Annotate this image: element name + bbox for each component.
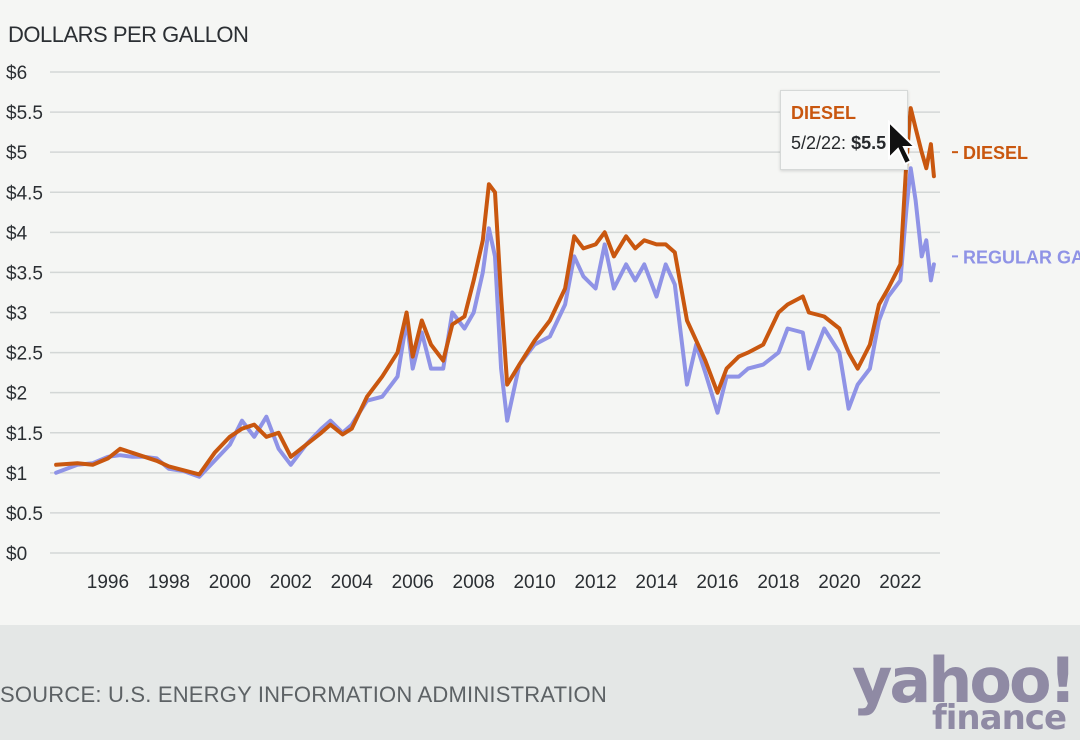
- x-tick-label: 2016: [696, 572, 738, 593]
- x-tick-label: 2006: [392, 572, 434, 593]
- y-tick-label: $5: [6, 143, 27, 164]
- x-tick-label: 2020: [818, 572, 860, 593]
- x-tick-label: 2022: [879, 572, 921, 593]
- logo-wordmark: yahoo!: [852, 644, 1077, 717]
- tooltip-date-line: 5/2/22: $5.5: [791, 133, 886, 154]
- x-tick-label: 2008: [453, 572, 495, 593]
- x-tick-label: 2018: [757, 572, 799, 593]
- chart-footer: [0, 625, 1080, 740]
- chart: DOLLARS PER GALLON $6 $5.5 $5 $4.5 $4 $3.5 $3 $…: [6, 22, 1080, 593]
- line-chart-svg: $6 $5.5 $5 $4.5 $4 $3.5 $3 $2.5 $2 $1.5 $1 $0.5 $0 19…: [6, 63, 1080, 593]
- tooltip-value: $5.5: [851, 133, 887, 153]
- x-tick-label: 2010: [513, 572, 555, 593]
- tooltip-date: 5/2/22:: [791, 133, 847, 153]
- source-note: SOURCE: U.S. ENERGY INFORMATION ADMINIST…: [0, 682, 607, 707]
- mouse-pointer-icon: [888, 120, 917, 166]
- y-tick-label: $6: [6, 63, 27, 84]
- y-tick-label: $1: [6, 464, 27, 485]
- diesel-end-label: DIESEL: [963, 143, 1028, 163]
- yahoo-finance-logo: yahoo! finance: [852, 644, 1078, 740]
- x-tick-label: 2014: [635, 572, 678, 593]
- y-tick-label: $3: [6, 304, 27, 325]
- diesel-series-line: [54, 106, 936, 477]
- y-tick-label: $4.5: [6, 183, 43, 204]
- tooltip-series-name: DIESEL: [791, 103, 857, 123]
- regular-gas-end-label: REGULAR GAS: [963, 247, 1080, 267]
- x-tick-label: 1998: [148, 572, 190, 593]
- y-tick-label: $1.5: [6, 424, 43, 445]
- x-tick-label: 2000: [209, 572, 251, 593]
- y-tick-label: $2.5: [6, 344, 43, 365]
- y-tick-label: $5.5: [6, 103, 43, 124]
- y-tick-label: $2: [6, 384, 27, 405]
- y-tick-label: $0.5: [6, 504, 43, 525]
- hover-tooltip: DIESEL 5/2/22: $5.5: [780, 90, 908, 170]
- y-tick-label: $0: [6, 544, 27, 565]
- x-tick-label: 2004: [331, 572, 374, 593]
- y-axis-unit-label: DOLLARS PER GALLON: [8, 22, 249, 47]
- logo-subtitle: finance: [931, 698, 1067, 738]
- x-tick-label: 2002: [270, 572, 312, 593]
- y-tick-label: $4: [6, 223, 28, 244]
- x-tick-label: 2012: [574, 572, 616, 593]
- y-tick-label: $3.5: [6, 263, 43, 284]
- x-tick-label: 1996: [87, 572, 129, 593]
